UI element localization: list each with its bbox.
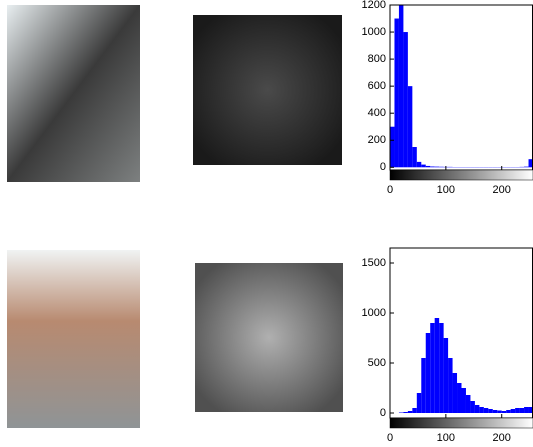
y-tick-label: 800 — [368, 53, 386, 65]
y-tick-label: 1000 — [362, 307, 386, 319]
bar — [421, 165, 425, 168]
bar — [493, 410, 497, 413]
x-tick-label: 200 — [493, 432, 511, 444]
y-tick-label: 1500 — [362, 257, 386, 269]
y-tick-label: 600 — [368, 80, 386, 92]
bar — [412, 408, 416, 413]
figure: 0200400600800100012000100200050010001500… — [0, 0, 533, 447]
face-crop — [193, 15, 342, 165]
y-tick-label: 400 — [368, 107, 386, 119]
bar — [444, 338, 448, 413]
bar — [399, 413, 403, 414]
bar — [439, 323, 443, 413]
bar — [399, 5, 403, 167]
bar — [466, 395, 470, 413]
y-tick-label: 1000 — [362, 26, 386, 38]
bar — [453, 373, 457, 413]
bar — [470, 401, 474, 413]
bar — [462, 388, 466, 413]
bar — [475, 405, 479, 413]
bar — [417, 393, 421, 413]
photo — [7, 250, 140, 428]
bar — [430, 323, 434, 413]
bar — [426, 333, 430, 413]
bar — [408, 411, 412, 413]
bar — [421, 358, 425, 413]
gray-scale-bar — [390, 418, 533, 428]
face-crop — [195, 263, 343, 412]
y-tick-label: 1200 — [362, 0, 386, 11]
bar — [524, 407, 528, 413]
x-tick-label: 0 — [387, 432, 393, 444]
y-tick-label: 200 — [368, 134, 386, 146]
bar — [435, 167, 439, 168]
bar — [502, 411, 506, 413]
y-tick-label: 0 — [380, 407, 386, 419]
bar — [488, 409, 492, 413]
x-tick-label: 100 — [437, 184, 455, 196]
bar — [417, 162, 421, 167]
bar — [515, 408, 519, 413]
bar — [439, 167, 443, 168]
gray-scale-bar — [390, 170, 533, 180]
y-tick-label: 0 — [380, 161, 386, 173]
y-tick-label: 500 — [368, 357, 386, 369]
bar — [524, 167, 528, 168]
bar — [497, 411, 501, 414]
photo — [7, 5, 140, 182]
bar — [403, 32, 407, 167]
x-tick-label: 0 — [387, 184, 393, 196]
bar — [403, 412, 407, 413]
bar — [506, 410, 510, 413]
bar — [511, 409, 515, 413]
bar — [479, 407, 483, 413]
bar — [394, 19, 398, 168]
bar — [457, 383, 461, 413]
bar — [426, 166, 430, 167]
bar — [430, 166, 434, 167]
bar — [520, 408, 524, 413]
x-tick-label: 200 — [493, 184, 511, 196]
bar — [408, 86, 412, 167]
bar — [448, 358, 452, 413]
bar — [390, 127, 394, 168]
x-tick-label: 100 — [437, 432, 455, 444]
bar — [412, 147, 416, 167]
bar — [435, 318, 439, 413]
bar — [484, 408, 488, 413]
